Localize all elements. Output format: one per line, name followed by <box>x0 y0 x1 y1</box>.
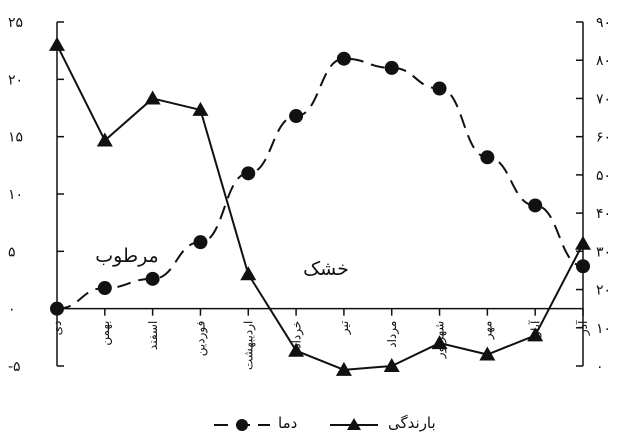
right-tick-label: ۲۰ <box>596 283 611 299</box>
legend-temperature-label: دما <box>278 414 297 432</box>
legend: دما بارندگی <box>214 414 436 432</box>
temperature-point <box>50 301 64 316</box>
precipitation-point <box>192 101 209 116</box>
precipitation-point <box>288 342 305 357</box>
temperature-point <box>145 271 160 286</box>
left-tick-label: ۲۰ <box>8 72 23 88</box>
x-tick-label: تیر <box>337 321 352 336</box>
x-tick-label: فوردین <box>194 321 209 357</box>
x-tick-label: دی <box>50 321 64 336</box>
temperature-point <box>193 235 208 250</box>
precipitation-line <box>56 44 584 371</box>
x-tick-label: شهریور <box>433 321 448 360</box>
x-tick-label: اردیبهشت <box>241 321 256 370</box>
precipitation-point <box>240 266 257 281</box>
left-tick-label: ۵ <box>8 244 16 260</box>
precipitation-point <box>527 327 544 342</box>
left-tick-label: -۵ <box>8 359 21 375</box>
temperature-point <box>528 198 543 213</box>
precipitation-point <box>479 346 496 361</box>
precipitation-point <box>49 36 65 51</box>
x-tick-label: آبان <box>527 320 542 340</box>
precipitation-point <box>144 90 161 105</box>
precipitation-point <box>383 358 400 372</box>
x-tick-label: آذر <box>575 320 591 336</box>
x-tick-label: مرداد <box>385 321 400 348</box>
precipitation-series <box>49 36 591 376</box>
right-tick-label: ۴۰ <box>596 206 611 222</box>
precipitation-point <box>431 335 448 350</box>
right-tick-label: ۵۰ <box>596 168 611 184</box>
x-tick-label: اسفند <box>146 321 160 350</box>
temperature-point <box>289 109 304 124</box>
temperature-point <box>241 166 256 181</box>
precipitation-point <box>96 132 113 147</box>
right-tick-label: ۰ <box>596 359 604 375</box>
legend-precipitation-label: بارندگی <box>388 414 436 432</box>
annotation-dry: خشک <box>303 258 349 280</box>
left-tick-label: ۰ <box>8 302 16 318</box>
x-tick-label: خرداد <box>289 321 304 349</box>
x-tick-label: مهر <box>481 321 496 341</box>
tick-labels: -۵ ۰ ۵ ۱۰ ۱۵ ۲۰ ۲۵ ۰ ۱۰ ۲۰ ۳۰ ۴۰ ۵۰ ۶۰ ۷۰ ۸۰ ۹۰ دی بهمن اسف… <box>8 15 611 375</box>
temperature-point <box>480 150 495 165</box>
right-tick-label: ۸۰ <box>596 53 611 69</box>
left-tick-label: ۱۰ <box>8 187 23 203</box>
left-tick-label: ۱۵ <box>8 130 23 146</box>
temperature-series <box>50 51 590 316</box>
right-tick-label: ۱۰ <box>596 321 611 337</box>
temperature-point <box>576 259 590 274</box>
temperature-point <box>432 81 447 96</box>
left-tick-label: ۲۵ <box>8 15 23 31</box>
temperature-point <box>336 51 351 66</box>
temperature-point <box>384 60 399 75</box>
precipitation-point <box>575 235 591 250</box>
axes <box>56 21 584 367</box>
x-tick-label: بهمن <box>98 321 113 346</box>
annotation-humid: مرطوب <box>95 245 159 267</box>
temperature-line <box>56 57 584 310</box>
legend-precipitation: بارندگی <box>330 414 436 432</box>
right-tick-label: ۷۰ <box>596 91 611 107</box>
temperature-point <box>97 281 112 296</box>
precipitation-point <box>335 361 352 376</box>
legend-temperature: دما <box>214 414 297 432</box>
right-tick-label: ۶۰ <box>596 130 611 146</box>
right-tick-label: ۹۰ <box>596 15 611 31</box>
right-tick-label: ۳۰ <box>596 244 611 260</box>
